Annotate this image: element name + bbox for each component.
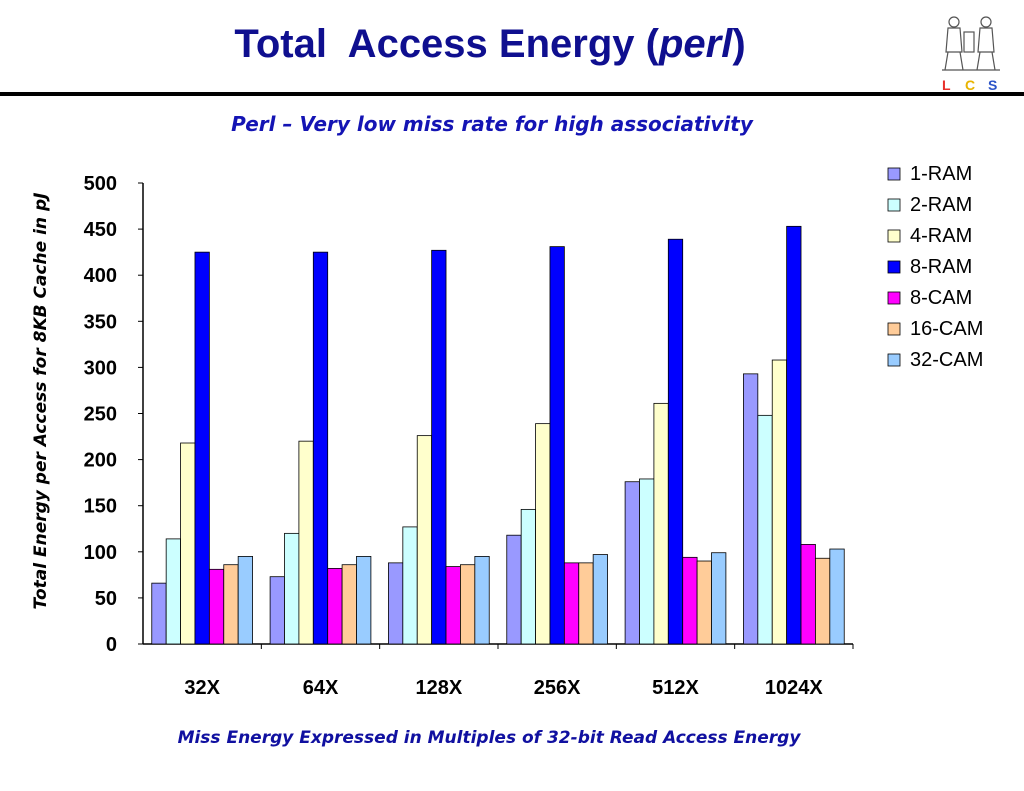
y-tick-label: 450	[84, 219, 117, 241]
bar-4-ram-32x	[180, 442, 196, 645]
bar-1-ram-1024x	[743, 373, 759, 645]
y-axis-label: Total Energy per Access for 8KB Cache in…	[31, 193, 51, 610]
bar-8-ram-1024x	[786, 225, 802, 645]
legend-swatch	[887, 353, 901, 367]
legend-label: 2-RAM	[910, 194, 972, 216]
bar-4-ram-256x	[535, 423, 551, 645]
y-tick-label: 50	[95, 588, 117, 610]
x-tick-label: 512X	[652, 677, 699, 699]
bar-8-ram-32x	[194, 251, 210, 645]
bar-1-ram-64x	[269, 576, 285, 645]
bar-8-cam-32x	[208, 568, 225, 645]
logo-letter-l: L	[942, 77, 951, 93]
bar-8-ram-128x	[431, 249, 447, 645]
bar-16-cam-1024x	[815, 557, 831, 645]
chart-axes: 0 50 100 150 200 250 300 350 400 450 500 32X 64X 128X…	[84, 173, 854, 699]
bar-1-ram-128x	[388, 562, 404, 645]
legend-swatch	[887, 322, 901, 336]
y-tick-label: 200	[84, 450, 117, 472]
legend-label: 8-RAM	[910, 256, 972, 278]
bar-2-ram-32x	[165, 538, 181, 645]
bar-16-cam-64x	[341, 564, 357, 645]
title-divider	[0, 92, 1024, 96]
y-tick-label: 250	[84, 404, 117, 426]
bar-8-cam-128x	[445, 566, 461, 645]
bar-8-cam-64x	[327, 567, 343, 645]
title-italic-text: perl	[658, 22, 733, 66]
chart-bars	[151, 225, 845, 645]
legend-label: 1-RAM	[910, 163, 972, 185]
x-tick-label: 128X	[415, 677, 462, 699]
legend-label: 32-CAM	[910, 349, 983, 371]
x-tick-label: 64X	[303, 677, 339, 699]
bar-32-cam-32x	[237, 556, 253, 645]
logo-letter-c: C	[965, 77, 975, 93]
x-tick-label: 1024X	[765, 677, 823, 699]
bar-8-ram-64x	[312, 251, 329, 645]
bar-2-ram-1024x	[757, 414, 773, 645]
x-tick-label: 256X	[534, 677, 581, 699]
logo-figures-icon	[942, 16, 1000, 71]
bar-16-cam-128x	[460, 564, 476, 645]
bar-32-cam-256x	[592, 554, 608, 645]
bar-4-ram-1024x	[771, 359, 788, 645]
y-tick-label: 150	[84, 496, 117, 518]
bar-8-cam-256x	[563, 562, 580, 645]
y-tick-label: 400	[84, 265, 117, 287]
bar-8-ram-256x	[549, 246, 565, 645]
y-tick-label: 0	[106, 634, 117, 656]
bar-1-ram-32x	[151, 582, 167, 645]
legend-swatch	[887, 260, 901, 274]
legend-swatch	[887, 167, 901, 181]
title-text: Total Access Energy (	[234, 22, 659, 66]
bar-32-cam-512x	[711, 552, 727, 645]
bar-2-ram-512x	[639, 478, 655, 645]
bar-1-ram-256x	[506, 534, 522, 645]
bar-4-ram-64x	[298, 440, 314, 645]
legend-label: 4-RAM	[910, 225, 972, 247]
bar-16-cam-512x	[696, 560, 712, 645]
bar-1-ram-512x	[624, 481, 640, 645]
slide-title: Total Access Energy (perl)	[0, 22, 980, 67]
bar-2-ram-256x	[520, 508, 536, 645]
logo-letter-s: S	[988, 77, 997, 93]
y-tick-label: 100	[84, 542, 117, 564]
legend-swatch	[887, 291, 901, 305]
lcs-logo: L C S	[942, 16, 1000, 93]
chart-subtitle: Perl – Very low miss rate for high assoc…	[231, 112, 753, 136]
legend-swatch	[887, 229, 901, 243]
legend-label: 8-CAM	[910, 287, 972, 309]
bar-4-ram-128x	[416, 435, 433, 645]
bar-8-cam-1024x	[800, 544, 816, 645]
legend-label: 16-CAM	[910, 318, 983, 340]
chart-legend: 1-RAM 2-RAM 4-RAM 8-RAM 8-CAM 16-CAM 32-CAM	[887, 163, 983, 371]
bar-32-cam-128x	[474, 556, 490, 645]
x-tick-label: 32X	[184, 677, 220, 699]
y-tick-label: 500	[84, 173, 117, 195]
bar-32-cam-64x	[356, 556, 372, 645]
bar-16-cam-32x	[223, 564, 239, 645]
y-tick-label: 300	[84, 357, 117, 379]
bar-4-ram-512x	[653, 402, 669, 645]
bar-2-ram-128x	[402, 526, 418, 645]
bar-16-cam-256x	[578, 562, 594, 645]
title-end-text: )	[732, 22, 746, 66]
bar-2-ram-64x	[284, 532, 300, 645]
legend-swatch	[887, 198, 901, 212]
y-axis-label-group: Total Energy per Access for 8KB Cache in…	[31, 193, 51, 610]
bar-8-ram-512x	[667, 238, 684, 645]
y-tick-label: 350	[84, 311, 117, 333]
bar-32-cam-1024x	[829, 548, 845, 645]
bar-8-cam-512x	[682, 556, 698, 645]
x-axis-caption: Miss Energy Expressed in Multiples of 32…	[177, 728, 801, 748]
